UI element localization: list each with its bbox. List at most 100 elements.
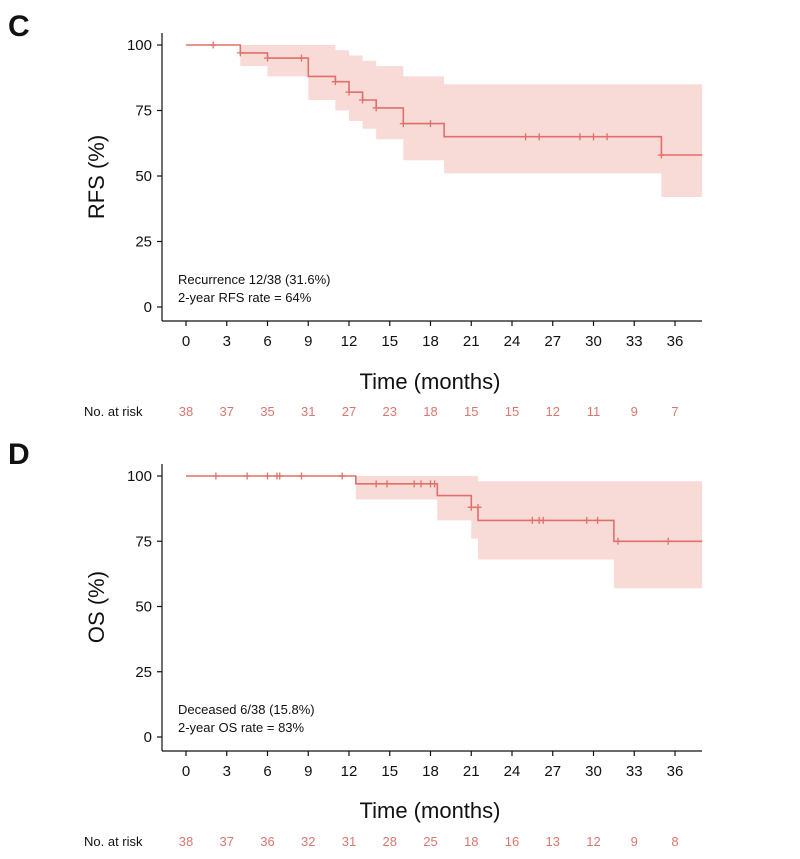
x-tick-label: 30 xyxy=(585,333,602,350)
y-tick-label: 100 xyxy=(127,468,152,485)
y-tick-label: 50 xyxy=(135,599,152,616)
confidence-band xyxy=(186,476,703,589)
censor-mark xyxy=(410,480,418,488)
x-tick-label: 9 xyxy=(304,763,312,780)
censor-mark xyxy=(427,120,434,128)
y-tick-label: 0 xyxy=(144,299,152,316)
y-tick-label: 25 xyxy=(135,234,152,251)
risk-number: 12 xyxy=(586,834,600,849)
x-axis-title: Time (months) xyxy=(360,369,501,394)
censor-mark xyxy=(583,516,591,524)
x-tick-label: 36 xyxy=(667,763,684,780)
censor-mark xyxy=(383,480,391,488)
confidence-band xyxy=(186,45,703,197)
risk-number: 37 xyxy=(220,834,234,849)
y-tick-label: 50 xyxy=(135,168,152,185)
censor-mark xyxy=(522,133,530,141)
x-tick-label: 9 xyxy=(304,333,312,350)
risk-number: 15 xyxy=(505,404,519,419)
censor-mark xyxy=(359,96,367,104)
censor-mark xyxy=(431,480,439,488)
y-tick-label: 25 xyxy=(135,664,152,681)
censor-mark xyxy=(276,472,284,480)
censor-mark xyxy=(417,480,425,488)
risk-number: 18 xyxy=(423,404,437,419)
x-tick-label: 6 xyxy=(263,763,271,780)
risk-number: 16 xyxy=(505,834,519,849)
censor-mark xyxy=(297,54,305,62)
x-tick-label: 33 xyxy=(626,333,643,350)
survival-curve xyxy=(186,475,703,543)
censor-mark xyxy=(236,49,244,57)
censor-mark xyxy=(576,133,584,141)
x-axis-title: Time (months) xyxy=(360,798,501,823)
x-tick-label: 24 xyxy=(504,763,521,780)
risk-number: 7 xyxy=(671,404,678,419)
annotation-line-2: 2-year OS rate = 83% xyxy=(178,720,305,735)
x-tick-label: 3 xyxy=(223,333,231,350)
y-tick-label: 0 xyxy=(144,729,152,746)
x-tick-label: 21 xyxy=(463,333,480,350)
y-tick-label: 75 xyxy=(135,533,152,550)
x-tick-label: 24 xyxy=(504,333,521,350)
censor-mark xyxy=(467,503,475,511)
risk-number: 36 xyxy=(260,834,274,849)
risk-number: 28 xyxy=(383,834,397,849)
x-tick-label: 3 xyxy=(223,763,231,780)
censor-mark xyxy=(372,104,380,112)
risk-number: 27 xyxy=(342,404,356,419)
censor-mark xyxy=(345,88,353,96)
y-axis-title: OS (%) xyxy=(84,571,109,643)
x-tick-label: 27 xyxy=(544,333,561,350)
censor-mark xyxy=(528,516,536,524)
censor-mark xyxy=(603,133,611,141)
risk-number: 35 xyxy=(260,404,274,419)
risk-number: 11 xyxy=(587,404,601,419)
risk-number: 12 xyxy=(546,404,560,419)
x-tick-label: 12 xyxy=(341,763,358,780)
censor-mark xyxy=(212,472,220,480)
censor-mark xyxy=(474,503,482,511)
annotation-line-1: Recurrence 12/38 (31.6%) xyxy=(178,272,330,287)
censor-mark xyxy=(657,151,665,159)
x-tick-label: 15 xyxy=(381,763,398,780)
risk-number: 31 xyxy=(342,834,356,849)
censor-mark xyxy=(338,472,346,480)
x-tick-label: 21 xyxy=(463,763,480,780)
risk-number: 37 xyxy=(220,404,234,419)
censor-mark xyxy=(243,472,251,480)
risk-number: 38 xyxy=(179,834,193,849)
panel-c: C RFS (%) Time (months) Recurrence 12/38… xyxy=(8,10,703,419)
censor-mark xyxy=(539,516,547,524)
risk-number: 9 xyxy=(631,404,638,419)
censor-mark xyxy=(614,537,622,545)
censor-mark xyxy=(264,472,271,480)
censor-mark xyxy=(331,78,339,86)
risk-number: 23 xyxy=(383,404,397,419)
annotation-line-1: Deceased 6/38 (15.8%) xyxy=(178,702,315,717)
risk-number: 8 xyxy=(671,834,678,849)
y-tick-label: 75 xyxy=(135,103,152,120)
risk-number: 25 xyxy=(423,834,437,849)
panel-label: C xyxy=(8,10,30,43)
risk-number: 31 xyxy=(301,404,315,419)
risk-number: 38 xyxy=(179,404,193,419)
x-tick-label: 27 xyxy=(544,763,561,780)
censor-mark xyxy=(297,472,305,480)
risk-table-label: No. at risk xyxy=(84,404,143,419)
x-tick-label: 18 xyxy=(422,333,439,350)
censor-mark xyxy=(372,480,380,488)
x-tick-label: 36 xyxy=(667,333,684,350)
censor-mark xyxy=(590,133,597,141)
annotation-line-2: 2-year RFS rate = 64% xyxy=(178,290,312,305)
x-tick-label: 6 xyxy=(263,333,271,350)
x-tick-label: 12 xyxy=(341,333,358,350)
risk-number: 15 xyxy=(464,404,478,419)
censor-mark xyxy=(264,54,271,62)
y-tick-label: 100 xyxy=(127,37,152,54)
risk-number: 13 xyxy=(546,834,560,849)
censor-mark xyxy=(209,41,217,49)
